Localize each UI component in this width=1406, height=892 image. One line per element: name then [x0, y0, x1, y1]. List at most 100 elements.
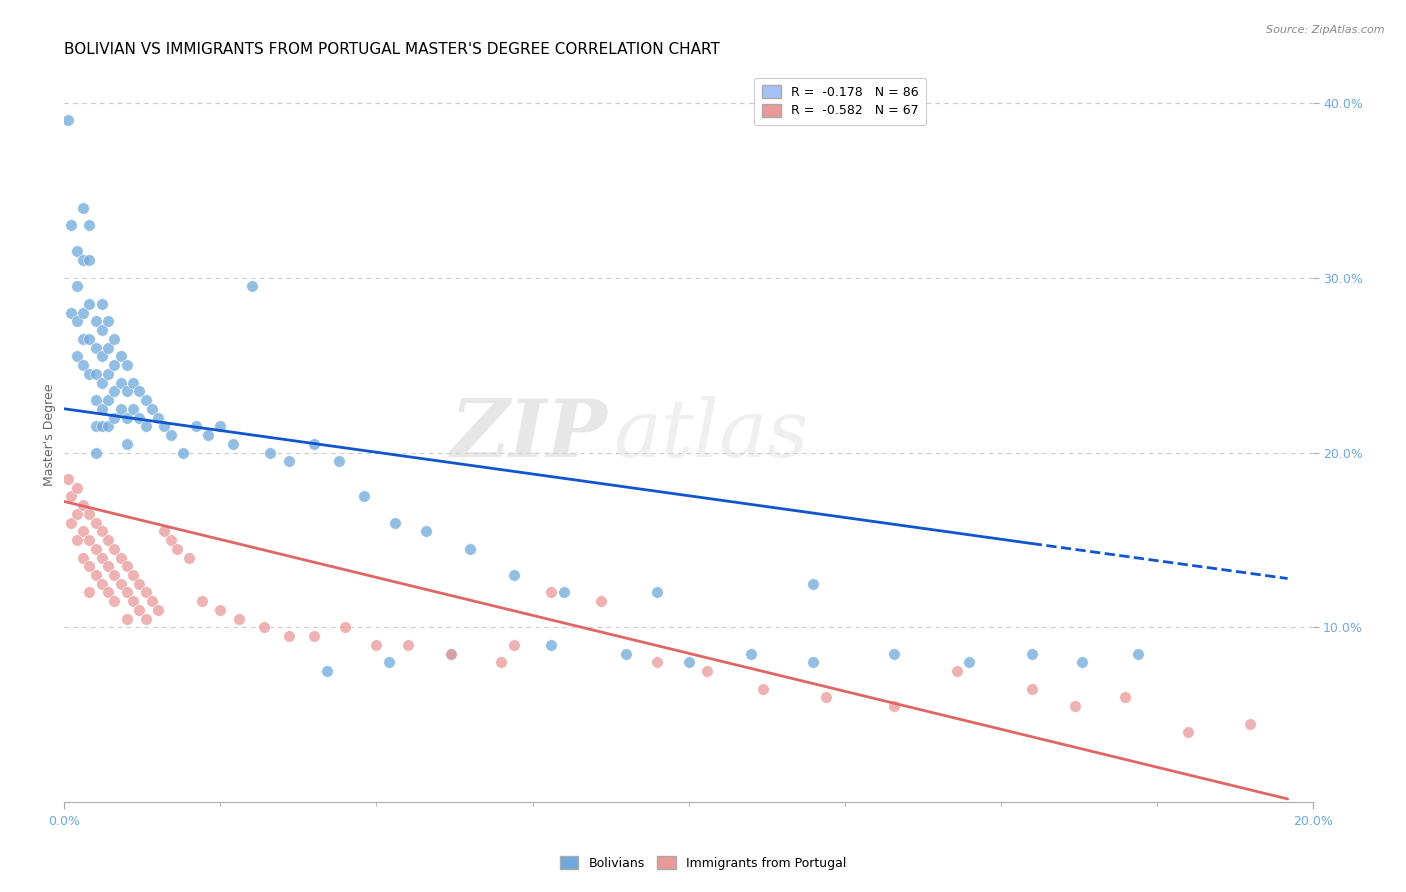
- Point: [84, 568, 107, 582]
- Point: [97, 392, 120, 407]
- Point: [172, 445, 194, 459]
- Point: [90, 401, 112, 416]
- Point: [66, 533, 89, 547]
- Point: [1070, 656, 1092, 670]
- Point: [159, 428, 181, 442]
- Point: [110, 349, 132, 363]
- Point: [1021, 647, 1043, 661]
- Point: [502, 568, 524, 582]
- Point: [122, 594, 145, 608]
- Point: [103, 384, 125, 399]
- Point: [90, 550, 112, 565]
- Text: Source: ZipAtlas.com: Source: ZipAtlas.com: [1267, 25, 1385, 35]
- Point: [128, 576, 150, 591]
- Point: [115, 612, 138, 626]
- Point: [84, 314, 107, 328]
- Point: [1126, 647, 1149, 661]
- Point: [97, 559, 120, 574]
- Point: [122, 376, 145, 390]
- Point: [90, 349, 112, 363]
- Point: [72, 253, 94, 268]
- Point: [946, 664, 969, 678]
- Point: [59, 489, 82, 503]
- Point: [128, 384, 150, 399]
- Point: [415, 524, 437, 539]
- Point: [458, 541, 481, 556]
- Point: [110, 550, 132, 565]
- Point: [814, 690, 837, 705]
- Point: [84, 367, 107, 381]
- Point: [591, 594, 613, 608]
- Point: [1064, 699, 1087, 714]
- Point: [72, 358, 94, 372]
- Point: [66, 244, 89, 259]
- Point: [159, 533, 181, 547]
- Point: [540, 638, 562, 652]
- Point: [103, 568, 125, 582]
- Point: [740, 647, 762, 661]
- Point: [72, 498, 94, 512]
- Point: [302, 437, 325, 451]
- Point: [103, 332, 125, 346]
- Text: atlas: atlas: [613, 396, 808, 474]
- Legend: R =  -0.178   N = 86, R =  -0.582   N = 67: R = -0.178 N = 86, R = -0.582 N = 67: [754, 78, 925, 125]
- Point: [59, 516, 82, 530]
- Point: [696, 664, 718, 678]
- Point: [79, 297, 101, 311]
- Point: [166, 541, 188, 556]
- Point: [110, 576, 132, 591]
- Point: [366, 638, 388, 652]
- Point: [59, 218, 82, 232]
- Point: [259, 445, 281, 459]
- Point: [440, 647, 463, 661]
- Point: [79, 559, 101, 574]
- Point: [135, 392, 157, 407]
- Point: [647, 656, 669, 670]
- Point: [97, 419, 120, 434]
- Point: [72, 305, 94, 319]
- Point: [614, 647, 637, 661]
- Point: [315, 664, 337, 678]
- Point: [647, 585, 669, 599]
- Point: [153, 524, 176, 539]
- Point: [110, 376, 132, 390]
- Point: [79, 218, 101, 232]
- Point: [1021, 681, 1043, 696]
- Point: [957, 656, 980, 670]
- Point: [97, 367, 120, 381]
- Point: [678, 656, 700, 670]
- Point: [491, 656, 513, 670]
- Point: [56, 113, 79, 128]
- Point: [84, 419, 107, 434]
- Point: [146, 410, 169, 425]
- Point: [84, 516, 107, 530]
- Point: [72, 550, 94, 565]
- Point: [97, 341, 120, 355]
- Point: [209, 419, 232, 434]
- Point: [97, 314, 120, 328]
- Point: [801, 576, 824, 591]
- Point: [66, 349, 89, 363]
- Point: [378, 656, 401, 670]
- Point: [302, 629, 325, 643]
- Point: [66, 314, 89, 328]
- Point: [103, 358, 125, 372]
- Point: [115, 585, 138, 599]
- Point: [135, 585, 157, 599]
- Point: [110, 401, 132, 416]
- Point: [502, 638, 524, 652]
- Point: [66, 481, 89, 495]
- Point: [153, 419, 176, 434]
- Point: [328, 454, 350, 468]
- Point: [209, 603, 232, 617]
- Point: [440, 647, 463, 661]
- Point: [90, 576, 112, 591]
- Point: [222, 437, 245, 451]
- Point: [79, 367, 101, 381]
- Point: [115, 437, 138, 451]
- Point: [335, 620, 357, 634]
- Point: [84, 341, 107, 355]
- Point: [883, 647, 905, 661]
- Point: [79, 585, 101, 599]
- Point: [115, 384, 138, 399]
